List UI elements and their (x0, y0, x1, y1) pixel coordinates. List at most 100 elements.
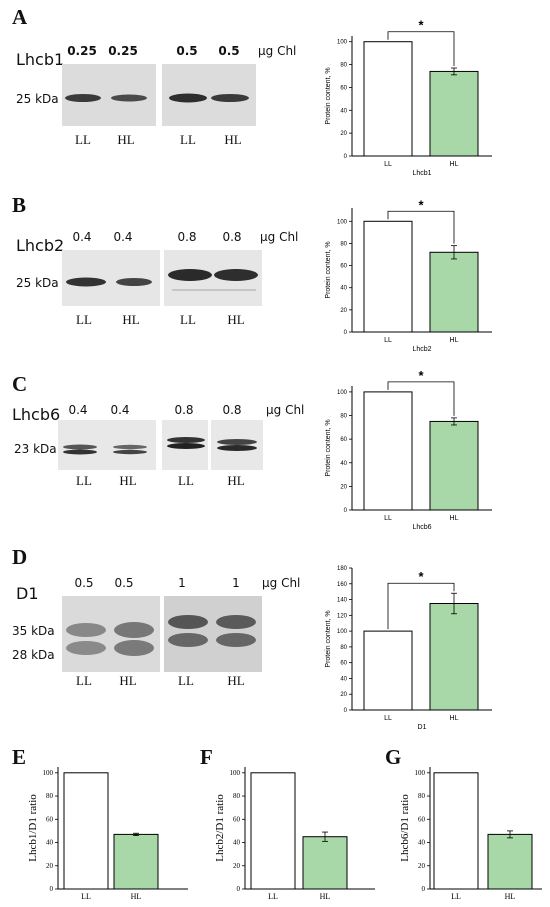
bar-ll (250, 772, 296, 890)
load-d-2: 0.5 (114, 576, 134, 590)
y-tick-label: 20 (340, 692, 347, 698)
significance-star: * (418, 368, 424, 383)
protein-name-d1: D1 (16, 584, 39, 603)
lane-b-4: HL (227, 312, 245, 327)
panel-label-d: D (12, 545, 28, 569)
unit-c: µg Chl (266, 403, 305, 417)
lane-d-2: HL (119, 673, 137, 688)
load-a-2: 0.25 (108, 44, 138, 58)
bar-hl (429, 251, 479, 333)
bar-chart-d1: 0 20 40 60 80 100 120 140 160 180 Protein content,… (325, 566, 492, 731)
y-tick-label: 80 (340, 63, 347, 69)
y-tick-label: 20 (340, 484, 347, 490)
western-blot-b-high (164, 250, 262, 306)
marker-a: 25 kDa (16, 92, 59, 106)
x-axis-label: Lhcb6 (412, 524, 431, 530)
lane-a-3: LL (180, 132, 196, 147)
bar-ll (363, 220, 413, 333)
bar-ll (63, 772, 109, 890)
y-tick-label: 40 (340, 461, 347, 467)
lane-c-4: HL (227, 473, 245, 488)
lane-d-4: HL (227, 673, 245, 688)
x-axis-label: Lhcb1 (412, 170, 431, 177)
protein-name-lhcb2: Lhcb2 (16, 236, 65, 255)
y-tick-label: 100 (415, 769, 426, 777)
y-tick-label: 120 (337, 613, 348, 619)
y-axis-label: Protein content, % (325, 610, 332, 667)
load-a-4: 0.5 (218, 44, 240, 58)
y-tick-label: 20 (418, 862, 426, 870)
y-tick-label: 0 (344, 508, 348, 514)
lane-c-2: HL (119, 473, 137, 488)
bar-hl (429, 603, 479, 711)
y-tick-label: 60 (340, 437, 347, 443)
load-b-3: 0.8 (177, 230, 197, 244)
unit-b: µg Chl (260, 230, 299, 244)
marker-c: 23 kDa (14, 442, 57, 456)
y-tick-label: 0 (344, 330, 348, 336)
x-tick-label: LL (384, 515, 392, 522)
panel-label-c: C (12, 372, 28, 396)
load-a-3: 0.5 (176, 44, 198, 58)
bar-hl (429, 70, 479, 157)
y-tick-label: 80 (233, 792, 241, 800)
lane-c-3: LL (178, 473, 194, 488)
y-tick-label: 100 (230, 769, 241, 777)
x-tick-label: HL (131, 892, 142, 901)
load-c-3: 0.8 (174, 403, 194, 417)
bar-hl (429, 420, 479, 511)
marker-d-28: 28 kDa (12, 648, 55, 662)
load-d-3: 1 (178, 576, 186, 590)
y-axis-label: Protein content, % (325, 241, 332, 298)
lane-b-3: LL (180, 312, 196, 327)
protein-name-lhcb6: Lhcb6 (12, 405, 61, 424)
lane-d-3: LL (178, 673, 194, 688)
panel-label-g: G (385, 745, 402, 769)
bar-chart-lhcb2-d1-ratio: 0 20 40 60 80 100 Lhcb2/D1 ratio LL HL (214, 767, 375, 901)
y-tick-label: 100 (337, 629, 348, 635)
y-tick-label: 20 (340, 131, 347, 137)
lane-a-2: HL (117, 132, 135, 147)
western-blot-c-low (58, 420, 156, 470)
x-axis-label: Lhcb2 (412, 346, 431, 353)
bar-hl (302, 836, 348, 890)
y-axis-label: Lhcb1/D1 ratio (27, 794, 39, 862)
bar-chart-lhcb6-d1-ratio: 0 20 40 60 80 100 Lhcb6/D1 ratio LL HL (399, 767, 542, 901)
load-d-1: 0.5 (74, 576, 94, 590)
load-b-2: 0.4 (113, 230, 133, 244)
x-tick-label: LL (268, 892, 278, 901)
y-axis-label: Lhcb2/D1 ratio (214, 794, 226, 862)
y-tick-label: 0 (344, 154, 348, 160)
x-tick-label: HL (450, 515, 459, 522)
marker-b: 25 kDa (16, 276, 59, 290)
y-tick-label: 60 (340, 264, 347, 270)
y-axis-label: Lhcb6/D1 ratio (399, 794, 411, 862)
y-tick-label: 0 (344, 708, 348, 714)
load-b-4: 0.8 (222, 230, 242, 244)
y-tick-label: 60 (233, 815, 241, 823)
y-tick-label: 40 (340, 286, 347, 292)
y-tick-label: 80 (418, 792, 426, 800)
significance-bracket (387, 31, 455, 66)
x-axis-label: D1 (418, 724, 427, 731)
significance-star: * (418, 569, 424, 584)
load-c-1: 0.4 (68, 403, 88, 417)
unit-d: µg Chl (262, 576, 301, 590)
y-tick-label: 60 (46, 815, 54, 823)
panel-label-e: E (12, 745, 27, 769)
load-c-4: 0.8 (222, 403, 242, 417)
x-tick-label: LL (81, 892, 91, 901)
bar-ll (363, 41, 413, 157)
y-tick-label: 20 (46, 862, 54, 870)
unit-a: µg Chl (258, 44, 297, 58)
bar-ll (433, 772, 479, 890)
bar-chart-lhcb1: 0 20 40 60 80 100 Protein content, % LL HL Lhcb1 * (325, 18, 492, 177)
bar-chart-lhcb2: 0 20 40 60 80 100 Protein content, % LL HL Lhcb2 * (325, 197, 492, 353)
significance-bracket (387, 210, 455, 244)
significance-bracket (387, 381, 455, 416)
protein-name-lhcb1: Lhcb1 (16, 50, 65, 69)
significance-star: * (418, 18, 424, 33)
y-tick-label: 20 (233, 862, 241, 870)
western-blot-b-low (62, 250, 160, 306)
